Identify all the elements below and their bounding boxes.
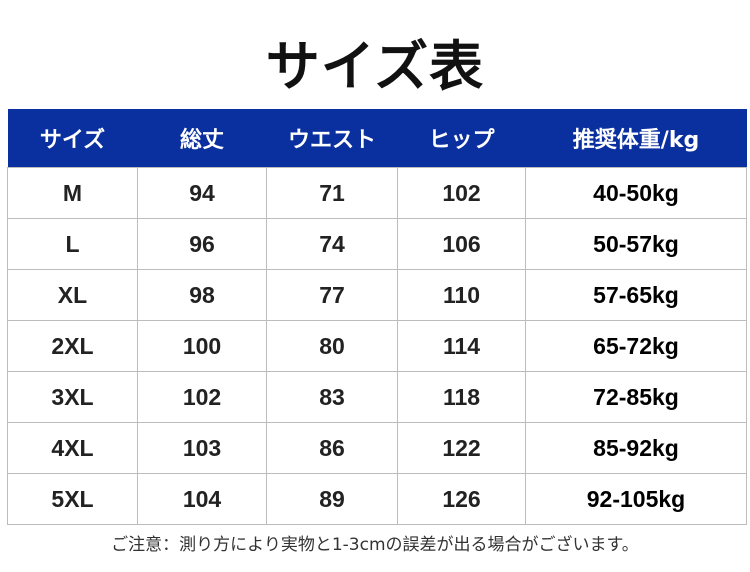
size-table: サイズ 総丈 ウエスト ヒップ 推奨体重/kg M 94 71 102 40-50kg L 96 74…	[7, 109, 747, 525]
table-cell: M	[7, 167, 138, 219]
table-cell: 100	[137, 320, 267, 372]
table-cell: 114	[397, 320, 526, 372]
column-header: サイズ	[7, 109, 138, 168]
table-row: M 94 71 102 40-50kg	[7, 167, 747, 219]
table-cell: 102	[397, 167, 526, 219]
table-cell: XL	[7, 269, 138, 321]
column-header: 総丈	[137, 109, 267, 168]
table-cell: 2XL	[7, 320, 138, 372]
table-cell: 110	[397, 269, 526, 321]
table-cell: 122	[397, 422, 526, 474]
table-cell: 118	[397, 371, 526, 423]
table-cell: 57-65kg	[525, 269, 747, 321]
table-cell: 50-57kg	[525, 218, 747, 270]
table-cell: 98	[137, 269, 267, 321]
table-cell: 126	[397, 473, 526, 525]
page-title: サイズ表	[265, 35, 485, 98]
column-header: ウエスト	[266, 109, 398, 168]
table-cell: 92-105kg	[525, 473, 747, 525]
table-cell: 103	[137, 422, 267, 474]
table-cell: 89	[266, 473, 398, 525]
column-header: 推奨体重/kg	[525, 109, 747, 168]
table-cell: 4XL	[7, 422, 138, 474]
table-row: 4XL 103 86 122 85-92kg	[7, 422, 747, 474]
table-cell: 77	[266, 269, 398, 321]
table-row: XL 98 77 110 57-65kg	[7, 269, 747, 321]
table-header: サイズ 総丈 ウエスト ヒップ 推奨体重/kg	[7, 109, 747, 168]
table-cell: 94	[137, 167, 267, 219]
table-cell: 74	[266, 218, 398, 270]
table-cell: 65-72kg	[525, 320, 747, 372]
table-cell: 102	[137, 371, 267, 423]
table-row: 2XL 100 80 114 65-72kg	[7, 320, 747, 372]
table-cell: 80	[266, 320, 398, 372]
table-row: 3XL 102 83 118 72-85kg	[7, 371, 747, 423]
table-cell: 106	[397, 218, 526, 270]
table-cell: 86	[266, 422, 398, 474]
table-cell: 104	[137, 473, 267, 525]
table-cell: 72-85kg	[525, 371, 747, 423]
table-row: L 96 74 106 50-57kg	[7, 218, 747, 270]
table-cell: 3XL	[7, 371, 138, 423]
table-cell: 96	[137, 218, 267, 270]
column-header: ヒップ	[397, 109, 526, 168]
table-cell: 40-50kg	[525, 167, 747, 219]
table-cell: L	[7, 218, 138, 270]
table-cell: 85-92kg	[525, 422, 747, 474]
table-cell: 5XL	[7, 473, 138, 525]
table-row: 5XL 104 89 126 92-105kg	[7, 473, 747, 525]
table-cell: 83	[266, 371, 398, 423]
note-text: ご注意：測り方により実物と1-3cmの誤差が出る場合がございます。	[111, 535, 639, 555]
table-cell: 71	[266, 167, 398, 219]
